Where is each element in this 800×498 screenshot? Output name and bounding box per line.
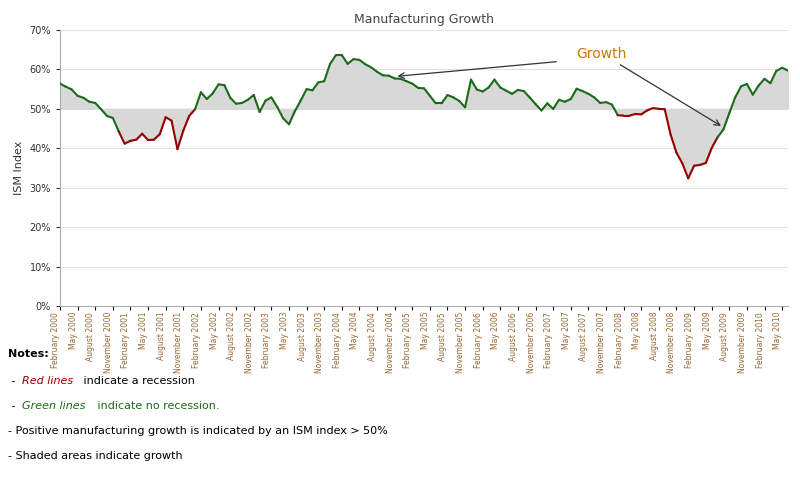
Text: Green lines: Green lines	[22, 401, 86, 411]
Text: Red lines: Red lines	[22, 376, 74, 386]
Title: Manufacturing Growth: Manufacturing Growth	[354, 13, 494, 26]
Text: Notes:: Notes:	[8, 349, 49, 359]
Text: - Shaded areas indicate growth: - Shaded areas indicate growth	[8, 451, 182, 461]
Y-axis label: ISM Index: ISM Index	[14, 141, 24, 195]
Text: -: -	[8, 401, 19, 411]
Text: indicate a recession: indicate a recession	[80, 376, 195, 386]
Text: -: -	[8, 376, 19, 386]
Text: Growth: Growth	[577, 46, 720, 125]
Text: - Positive manufacturing growth is indicated by an ISM index > 50%: - Positive manufacturing growth is indic…	[8, 426, 388, 436]
Text: indicate no recession.: indicate no recession.	[94, 401, 220, 411]
